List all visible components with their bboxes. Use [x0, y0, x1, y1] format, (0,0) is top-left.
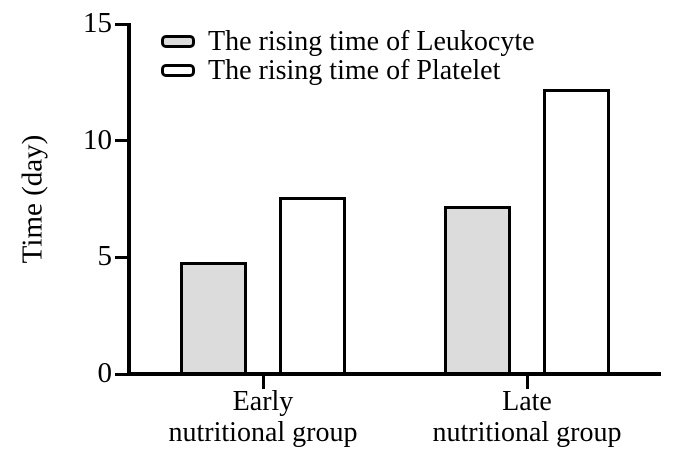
- legend-swatch-icon: [161, 64, 195, 77]
- legend-label: The rising time of Platelet: [208, 54, 501, 86]
- y-tick-label: 5: [97, 240, 113, 273]
- x-axis-line: [127, 372, 661, 376]
- x-category-line1: Late: [502, 386, 552, 417]
- x-category-line2: nutritional group: [168, 417, 358, 448]
- legend-label: The rising time of Leukocyte: [208, 25, 535, 57]
- y-tick-mark: [115, 255, 128, 259]
- legend-item: The rising time of Leukocyte: [161, 25, 535, 57]
- x-category-label: Early nutritional group: [133, 386, 393, 448]
- y-tick-label: 10: [83, 123, 112, 156]
- y-tick-label: 15: [83, 7, 112, 39]
- x-tick-mark: [525, 375, 529, 389]
- x-category-label: Late nutritional group: [397, 386, 657, 448]
- bar-leukocyte-group2: [444, 206, 511, 375]
- legend-swatch-icon: [161, 35, 195, 48]
- y-tick-mark: [115, 372, 128, 376]
- x-tick-mark: [261, 375, 265, 389]
- y-tick-mark: [115, 22, 128, 26]
- bar-platelet-group2: [543, 89, 610, 375]
- bar-leukocyte-group1: [180, 262, 247, 375]
- legend-item: The rising time of Platelet: [161, 54, 501, 86]
- x-category-line2: nutritional group: [432, 417, 622, 448]
- y-axis-line: [127, 23, 131, 375]
- x-category-line1: Early: [232, 386, 294, 417]
- bar-platelet-group1: [279, 196, 346, 375]
- y-tick-mark: [115, 139, 128, 143]
- y-axis-title: Time (day): [16, 134, 49, 264]
- y-tick-label: 0: [97, 357, 113, 389]
